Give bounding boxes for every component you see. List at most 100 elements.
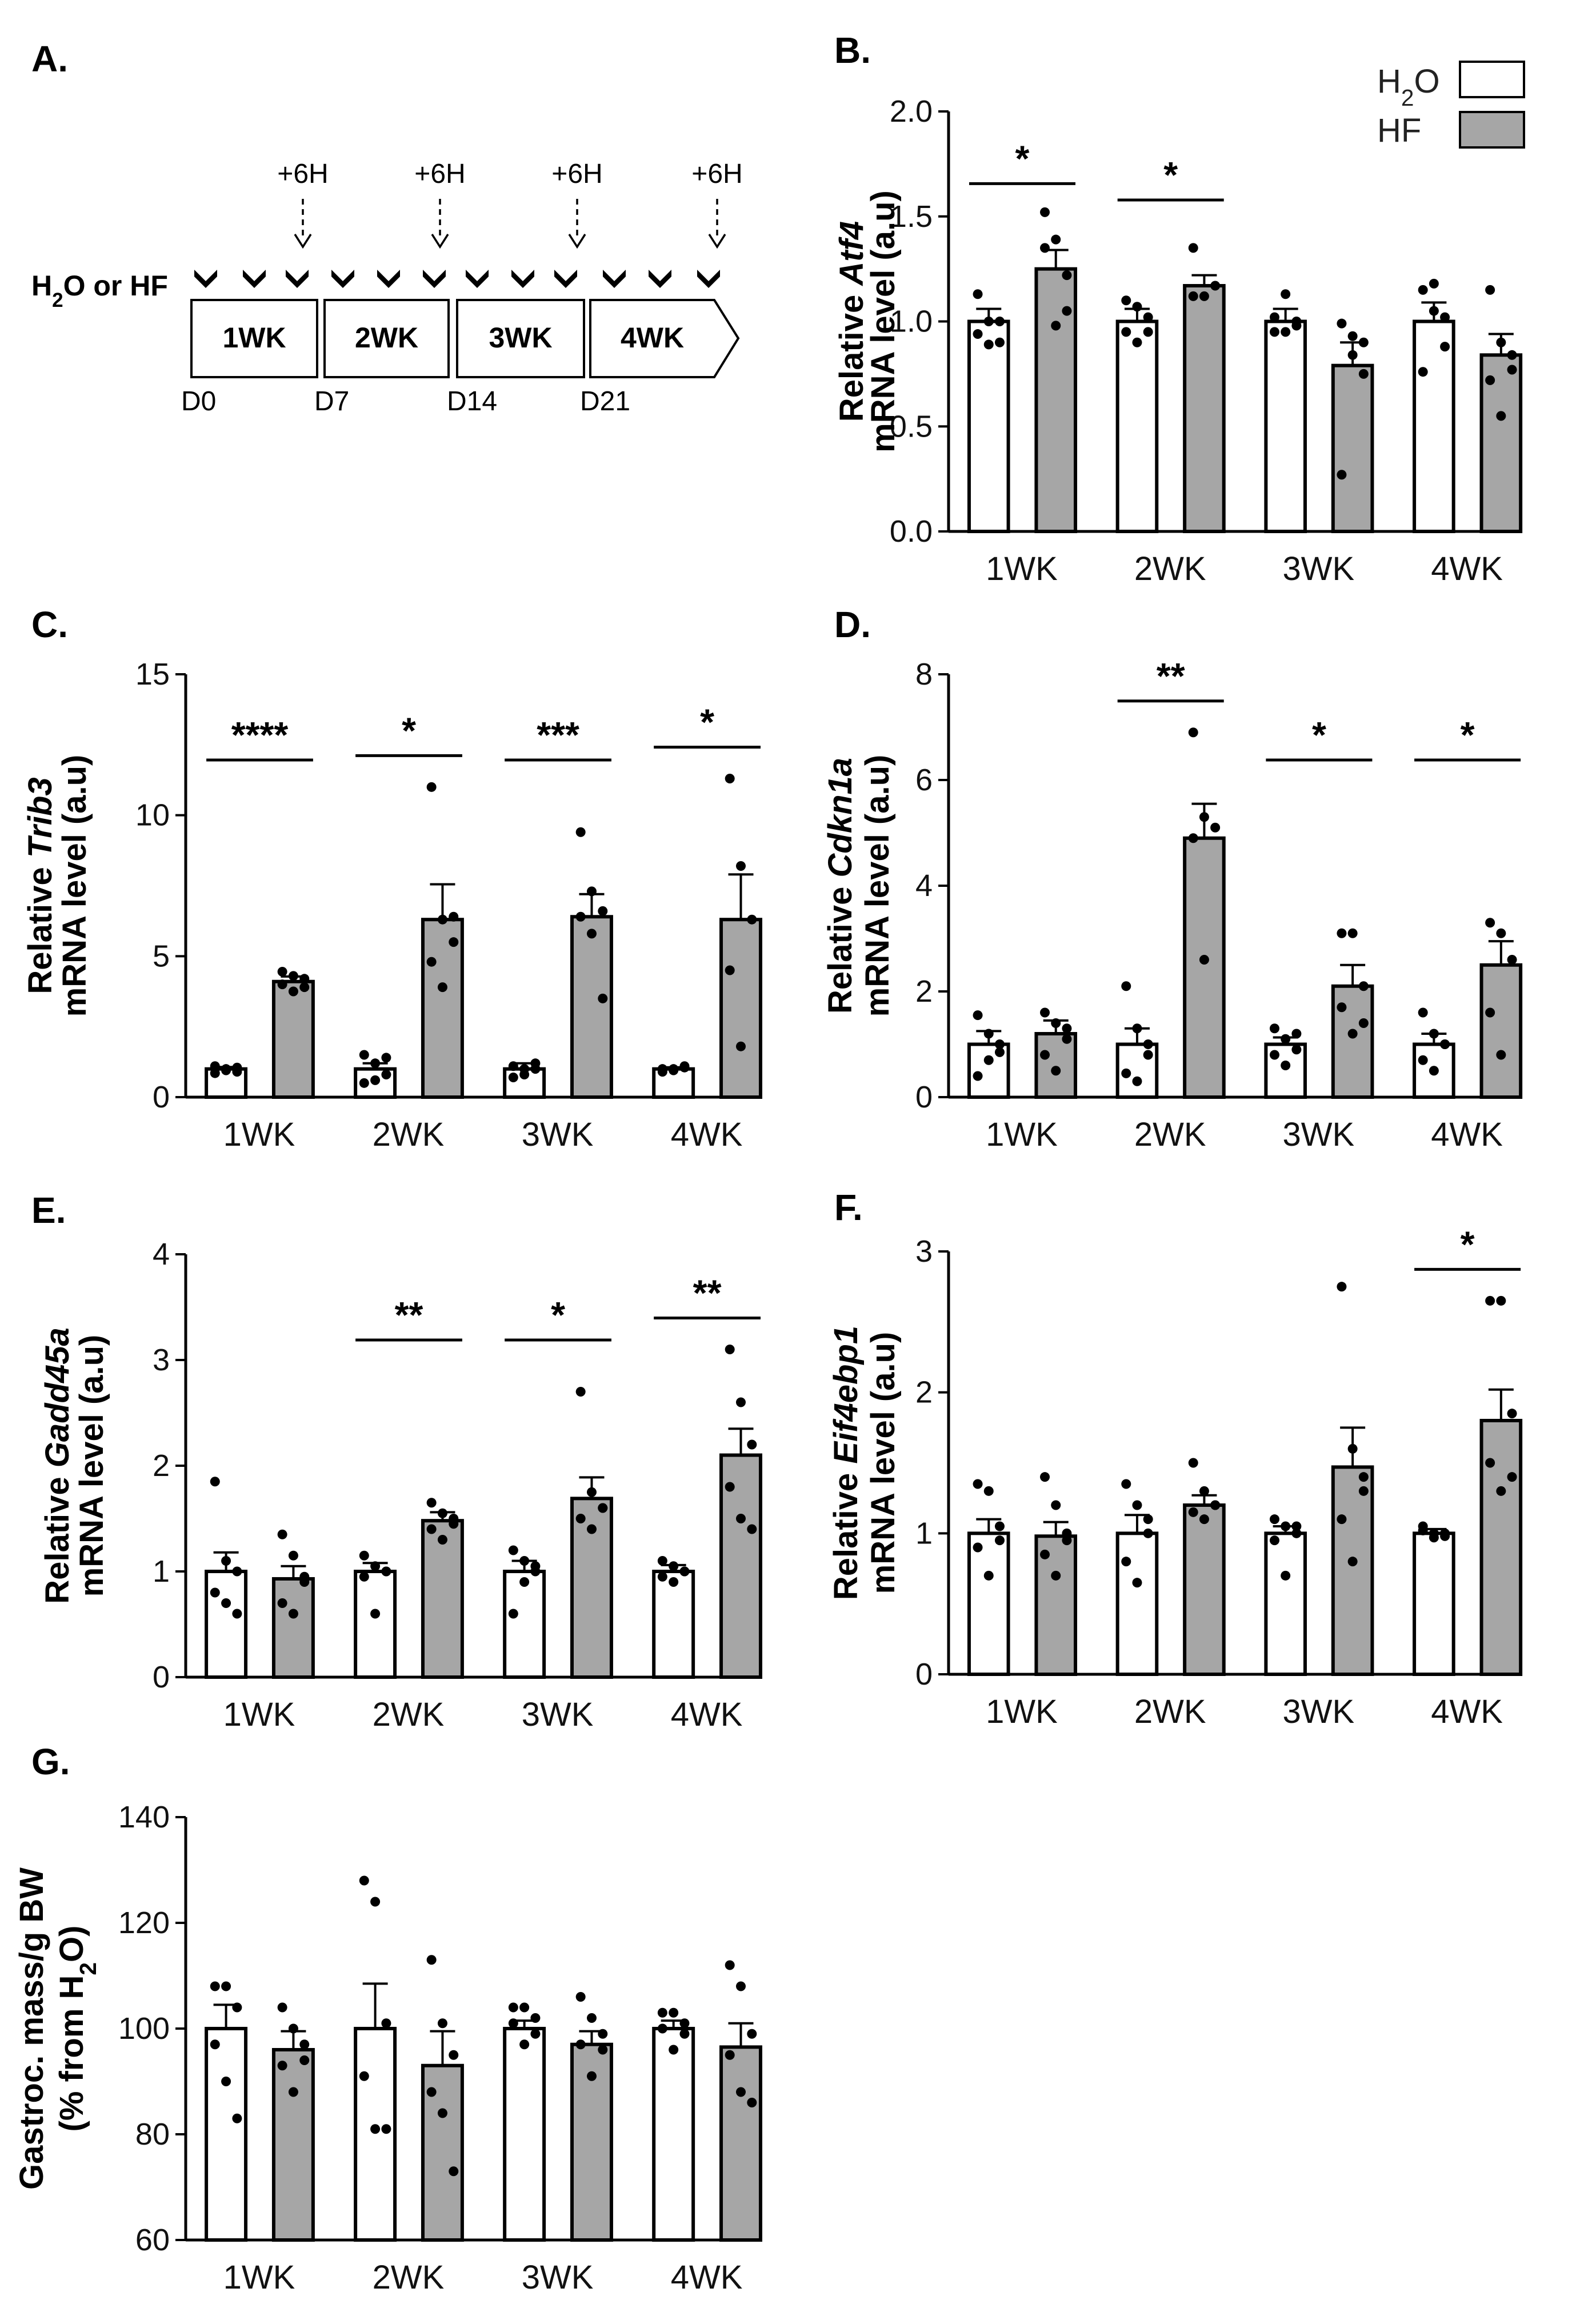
data-point [747,1524,757,1534]
data-point [598,2029,608,2039]
x-category-label: 2WK [373,1116,445,1153]
data-point [1358,1018,1369,1028]
data-point [669,1577,679,1587]
bar-h2o [1264,319,1307,533]
significance-label: ** [395,1294,423,1335]
treatment-label: H2O or HF [31,270,168,311]
bar-h2o [205,2027,248,2242]
data-point [1188,727,1198,738]
chart-panel: G. 60 80 100 120 140 Gastroc. mass/g BW (% from… [13,1741,762,2296]
data-point [1269,312,1279,322]
data-point [437,1508,447,1518]
data-point [299,974,310,984]
data-point [1269,327,1279,337]
data-point [1143,1528,1153,1538]
y-tick-label: 1.0 [890,305,933,339]
bar-h2o [1413,1531,1455,1676]
data-point [1429,1029,1439,1039]
dosing-chevron-icon [377,270,400,288]
timepoint-label: +6H [277,159,328,189]
data-point [1051,1066,1061,1076]
data-point [370,2124,381,2134]
data-point [1199,812,1209,822]
subscript-prefix: H [1377,63,1401,100]
data-point [1418,1525,1428,1535]
x-category-label: 1WK [223,1696,295,1733]
data-point [1418,285,1428,295]
y-tick-label: 140 [118,1800,170,1834]
data-point [1143,1039,1153,1049]
data-point [1429,1533,1439,1543]
x-category-label: 3WK [1283,1693,1355,1730]
data-point [586,2013,597,2023]
data-point [210,1477,220,1487]
data-point [1429,1066,1439,1076]
bar-hf [570,915,613,1099]
gene-name: Atf4 [833,221,870,287]
y-tick-label: 80 [135,2117,170,2151]
data-point [1358,337,1369,347]
data-point [1199,1486,1209,1496]
data-point [586,929,597,939]
data-point [221,1065,231,1075]
data-point [1210,822,1221,833]
x-category-label: 1WK [223,2259,295,2296]
data-point [1281,327,1291,337]
data-point [1051,1570,1061,1581]
y-tick-label: 60 [135,2223,170,2257]
data-point [1440,1528,1450,1538]
data-point [210,1061,220,1071]
data-point [1188,1458,1198,1468]
data-point [586,1524,597,1534]
data-point [288,2087,298,2097]
data-point [221,2077,231,2086]
dosing-chevron-icon [603,270,626,288]
data-point [359,1550,369,1561]
legend-swatch-hf [1459,111,1525,149]
data-point [657,2023,667,2034]
data-point [1291,321,1302,331]
data-point [519,1577,530,1587]
data-point [1507,955,1517,965]
data-point [1358,369,1369,379]
data-point [221,1598,231,1608]
data-point [1337,1282,1347,1292]
bar-h2o [1264,1531,1307,1676]
bar-h2o [354,2027,397,2242]
bar-hf [719,1453,762,1679]
bar-hf [271,2048,315,2242]
legend-swatch-h2o [1459,61,1525,98]
data-point [657,1064,667,1074]
data-point [1051,1500,1061,1510]
week-box [190,299,318,378]
bar-h2o [967,1042,1010,1099]
data-point [359,1571,369,1582]
data-point [1040,1007,1050,1018]
y-axis-label: Relative Eif4ebp1 [827,1326,865,1600]
data-point [1507,1472,1517,1482]
timepoint-label: +6H [691,159,742,189]
panel-a: A. H2O or HF 1WK D0 2WK D7 3WK D14 4WK D21 +6H +6H +… [31,38,743,417]
data-point [1281,289,1291,299]
timepoint-label: +6H [414,159,465,189]
data-point [983,317,994,326]
data-point [359,1050,369,1060]
data-point [530,2029,541,2039]
bar-hf [421,918,464,1099]
data-point [449,2166,459,2177]
data-point [288,1609,298,1619]
data-point [1188,833,1198,843]
dosing-chevron-icon [331,270,354,288]
data-point [426,2087,437,2097]
panel-letter: B. [834,30,871,71]
data-point [508,2002,518,2013]
data-point [299,2039,310,2050]
data-point [210,1068,220,1078]
data-point [994,1535,1005,1546]
data-point [1210,1500,1221,1510]
data-point [679,1062,690,1073]
gene-name: Trib3 [22,777,59,858]
data-point [449,937,459,947]
data-point [1496,411,1506,421]
y-tick-label: 120 [118,1906,170,1940]
